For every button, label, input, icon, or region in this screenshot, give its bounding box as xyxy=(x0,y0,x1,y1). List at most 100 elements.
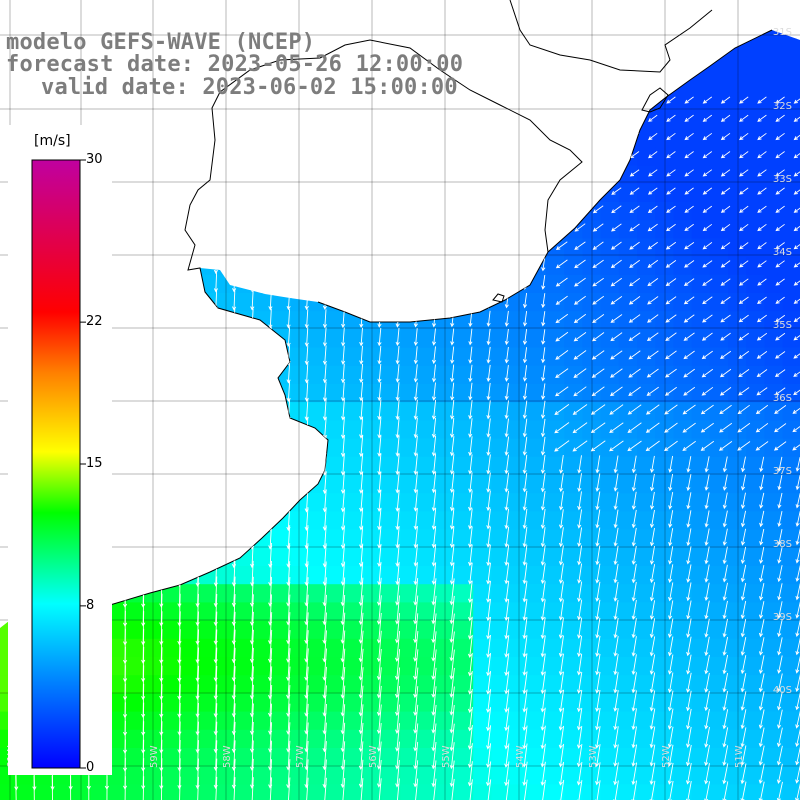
wind-arrow xyxy=(413,453,418,476)
wind-arrow xyxy=(304,471,309,495)
wind-arrow xyxy=(195,702,200,736)
wind-cell xyxy=(491,202,511,221)
wind-cell xyxy=(655,347,674,367)
wind-arrow xyxy=(159,326,164,348)
wind-cell xyxy=(291,566,310,585)
wind-arrow xyxy=(213,776,218,800)
wind-arrow xyxy=(756,369,768,378)
wind-cell xyxy=(618,620,638,640)
wind-arrow xyxy=(667,726,674,749)
wind-arrow xyxy=(341,201,346,219)
wind-arrow xyxy=(773,441,787,451)
wind-arrow xyxy=(628,368,641,378)
wind-cell xyxy=(109,547,128,567)
wind-arrow xyxy=(720,96,731,104)
wind-arrow xyxy=(268,218,273,238)
wind-cell xyxy=(382,30,401,39)
wind-cell xyxy=(637,202,656,221)
wind-arrow xyxy=(123,541,128,570)
wind-cell xyxy=(637,30,656,39)
wind-arrow xyxy=(684,114,694,122)
wind-cell xyxy=(182,766,201,785)
wind-arrow xyxy=(141,776,146,800)
wind-cell xyxy=(527,784,547,800)
wind-cell xyxy=(600,402,620,421)
wind-arrow xyxy=(159,702,164,736)
wind-arrow xyxy=(684,223,694,232)
wind-cell xyxy=(564,38,583,57)
wind-cell xyxy=(382,657,401,676)
wind-cell xyxy=(200,384,219,403)
wind-arrow xyxy=(756,351,768,359)
wind-cell xyxy=(473,620,492,640)
wind-arrow xyxy=(232,182,237,201)
wind-cell xyxy=(345,602,365,622)
wind-arrow xyxy=(758,727,765,748)
wind-cell xyxy=(618,293,638,312)
wind-arrow xyxy=(376,778,382,800)
wind-arrow xyxy=(668,492,674,510)
wind-arrow xyxy=(576,725,583,749)
wind-arrow xyxy=(250,236,255,256)
wind-cell xyxy=(309,602,329,622)
wind-arrow xyxy=(522,490,528,511)
wind-arrow xyxy=(195,647,200,682)
wind-cell xyxy=(418,30,438,39)
wind-arrow xyxy=(540,689,546,713)
wind-cell xyxy=(273,129,292,148)
wind-cell xyxy=(145,165,165,185)
wind-arrow xyxy=(631,527,637,547)
wind-arrow xyxy=(395,595,400,625)
wind-cell xyxy=(436,729,456,749)
wind-arrow xyxy=(777,691,783,711)
wind-arrow xyxy=(304,182,309,201)
wind-arrow xyxy=(522,581,528,603)
wind-cell xyxy=(273,274,292,294)
wind-arrow xyxy=(645,404,660,415)
wind-cell xyxy=(254,784,274,800)
wind-cell xyxy=(655,748,674,767)
wind-arrow xyxy=(704,727,710,748)
wind-arrow xyxy=(159,469,164,496)
wind-arrow xyxy=(683,332,695,341)
wind-arrow xyxy=(486,418,491,438)
wind-cell xyxy=(418,784,438,800)
wind-arrow xyxy=(541,275,546,290)
wind-cell xyxy=(728,129,747,148)
wind-cell xyxy=(782,657,800,676)
wind-cell xyxy=(546,111,565,130)
wind-cell xyxy=(182,584,201,603)
wind-cell xyxy=(273,165,292,185)
wind-cell xyxy=(400,602,420,622)
wind-arrow xyxy=(213,629,218,664)
wind-arrow xyxy=(450,184,455,199)
wind-arrow xyxy=(556,187,568,196)
wind-cell xyxy=(236,256,256,276)
wind-arrow xyxy=(504,635,510,658)
wind-arrow xyxy=(141,253,146,275)
wind-cell xyxy=(436,584,456,603)
wind-cell xyxy=(200,202,219,221)
wind-cell xyxy=(527,620,547,640)
wind-cell xyxy=(746,56,765,76)
wind-cell xyxy=(236,584,256,603)
wind-cell xyxy=(455,111,474,130)
wind-arrow xyxy=(250,146,255,164)
wind-arrow xyxy=(286,182,291,201)
wind-arrow xyxy=(413,310,418,328)
wind-arrow xyxy=(704,510,710,528)
wind-arrow xyxy=(159,380,164,404)
wind-cell xyxy=(309,675,329,694)
wind-arrow xyxy=(413,292,418,310)
wind-cell xyxy=(455,602,474,622)
wind-arrow xyxy=(631,455,637,474)
wind-arrow xyxy=(250,416,255,440)
wind-arrow xyxy=(522,454,528,475)
wind-cell xyxy=(145,274,165,294)
wind-arrow xyxy=(556,132,567,141)
wind-arrow xyxy=(413,382,418,401)
wind-arrow xyxy=(413,165,419,181)
wind-arrow xyxy=(719,404,732,415)
wind-cell xyxy=(309,238,329,258)
wind-arrow xyxy=(32,90,37,111)
